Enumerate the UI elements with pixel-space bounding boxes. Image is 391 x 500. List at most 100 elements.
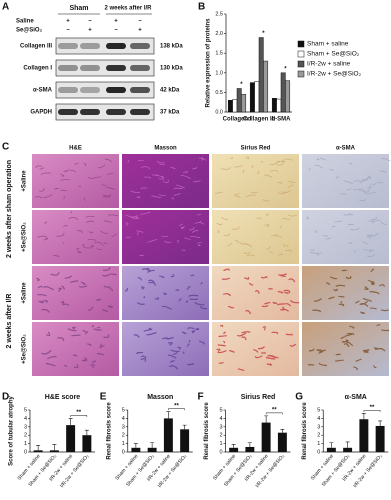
treatment-label: Se@SiO₂ — [16, 28, 43, 34]
treatment-sign: − — [138, 19, 142, 25]
tissue-texture — [216, 324, 297, 371]
y-tick-label: 4 — [24, 416, 27, 422]
blot-band — [106, 43, 126, 49]
panel-letter: B — [198, 2, 205, 13]
error-bar — [361, 413, 366, 420]
row-label: +Saline — [22, 282, 28, 304]
legend-swatch — [297, 40, 305, 48]
treatment-sign: − — [114, 28, 118, 34]
group-label: Sham — [69, 5, 88, 12]
error-bar — [264, 415, 269, 423]
blot-band — [106, 87, 126, 93]
legend-swatch — [297, 70, 305, 78]
bar — [261, 422, 271, 452]
panel-letter: C — [2, 142, 9, 153]
blot-band — [58, 109, 78, 115]
treatment-sign: − — [66, 28, 70, 34]
y-tick-label: 1 — [219, 441, 222, 447]
y-tick-label: 1 — [122, 441, 125, 447]
error-bar — [52, 444, 57, 451]
bar — [276, 98, 282, 113]
panel-letter: A — [2, 2, 9, 13]
error-bar — [166, 411, 171, 419]
bar — [131, 447, 141, 452]
y-tick-label: 2.0 — [215, 31, 223, 37]
y-tick-label: 5 — [317, 407, 320, 413]
error-bar — [231, 444, 236, 448]
y-tick-label: 3 — [24, 424, 27, 430]
blot-band — [58, 43, 78, 49]
blot-frame — [55, 103, 155, 121]
blot-band — [80, 87, 100, 93]
y-axis-label: Renal fibrosis score — [204, 402, 210, 460]
size-label: 138 kDa — [160, 44, 183, 50]
y-tick-label: 0 — [24, 449, 27, 455]
protein-label: Collagen I — [23, 66, 52, 72]
tissue-texture — [221, 268, 300, 315]
bar — [33, 450, 43, 452]
bar — [359, 419, 369, 452]
blot-band — [80, 43, 100, 49]
row-label: +Saline — [22, 170, 28, 192]
column-header: Masson — [154, 146, 177, 152]
bar — [232, 99, 238, 113]
row-label: +Se@SiO₂ — [22, 334, 28, 364]
panel-letter: F — [198, 392, 204, 403]
treatment-sign: + — [138, 28, 142, 34]
size-label: 130 kDa — [160, 66, 183, 72]
tissue-texture — [133, 327, 206, 370]
y-axis-label: Relative expression of proteins — [206, 18, 212, 108]
bar — [258, 37, 264, 113]
blot-frame — [55, 59, 155, 77]
error-bar — [133, 443, 138, 448]
significance-mark: ** — [370, 405, 375, 411]
chart-title: H&E score — [45, 394, 81, 401]
protein-label: α-SMA — [33, 88, 53, 94]
error-bar — [150, 442, 155, 448]
group-label: 2 weeks after I/R — [104, 6, 152, 12]
tissue-texture — [124, 268, 208, 310]
micrograph — [212, 322, 299, 376]
panel-letter: E — [100, 392, 107, 403]
y-tick-label: 5 — [219, 407, 222, 413]
panel-letter: G — [295, 392, 303, 403]
legend-label: I/R-2w + Se@SiO₂ — [307, 71, 362, 78]
tissue-texture — [312, 268, 389, 314]
y-tick-label: 0 — [317, 449, 320, 455]
x-tick-label: α-SMA — [271, 117, 291, 123]
error-bar — [68, 418, 73, 426]
micrograph — [32, 154, 119, 208]
legend-label: I/R-2w + saline — [307, 61, 351, 68]
x-tick-label: Collagen III — [243, 117, 275, 123]
bar — [245, 446, 255, 452]
y-tick-label: 0.0 — [215, 109, 223, 115]
column-header: Sirius Red — [241, 146, 271, 152]
significance-mark: * — [262, 31, 265, 37]
group-label: 2 weeks after sham operation — [6, 160, 13, 258]
error-bar — [84, 429, 89, 436]
legend-swatch — [297, 50, 305, 58]
x-tick-label: I/R-2w + Se@SiO₂ — [59, 453, 90, 489]
legend-swatch — [297, 60, 305, 68]
row-label: +Se@SiO₂ — [22, 222, 28, 252]
tissue-texture — [307, 324, 390, 371]
y-tick-label: 2 — [317, 433, 320, 439]
significance-bracket — [168, 408, 185, 411]
column-header: α-SMA — [336, 146, 356, 152]
bar — [375, 425, 385, 452]
error-bar — [329, 442, 334, 448]
micrograph — [302, 266, 389, 320]
micrograph — [122, 154, 209, 208]
bar — [49, 450, 59, 452]
panel-letter: D — [2, 392, 9, 403]
chart-title: α-SMA — [345, 394, 367, 401]
bar — [280, 72, 286, 113]
bar — [249, 82, 255, 113]
bar — [229, 447, 239, 452]
blot-band — [58, 87, 78, 93]
error-bar — [247, 442, 252, 447]
group-label: 2 weeks after I/R — [6, 294, 13, 349]
bar — [263, 60, 269, 113]
y-tick-label: 2.5 — [215, 11, 223, 17]
